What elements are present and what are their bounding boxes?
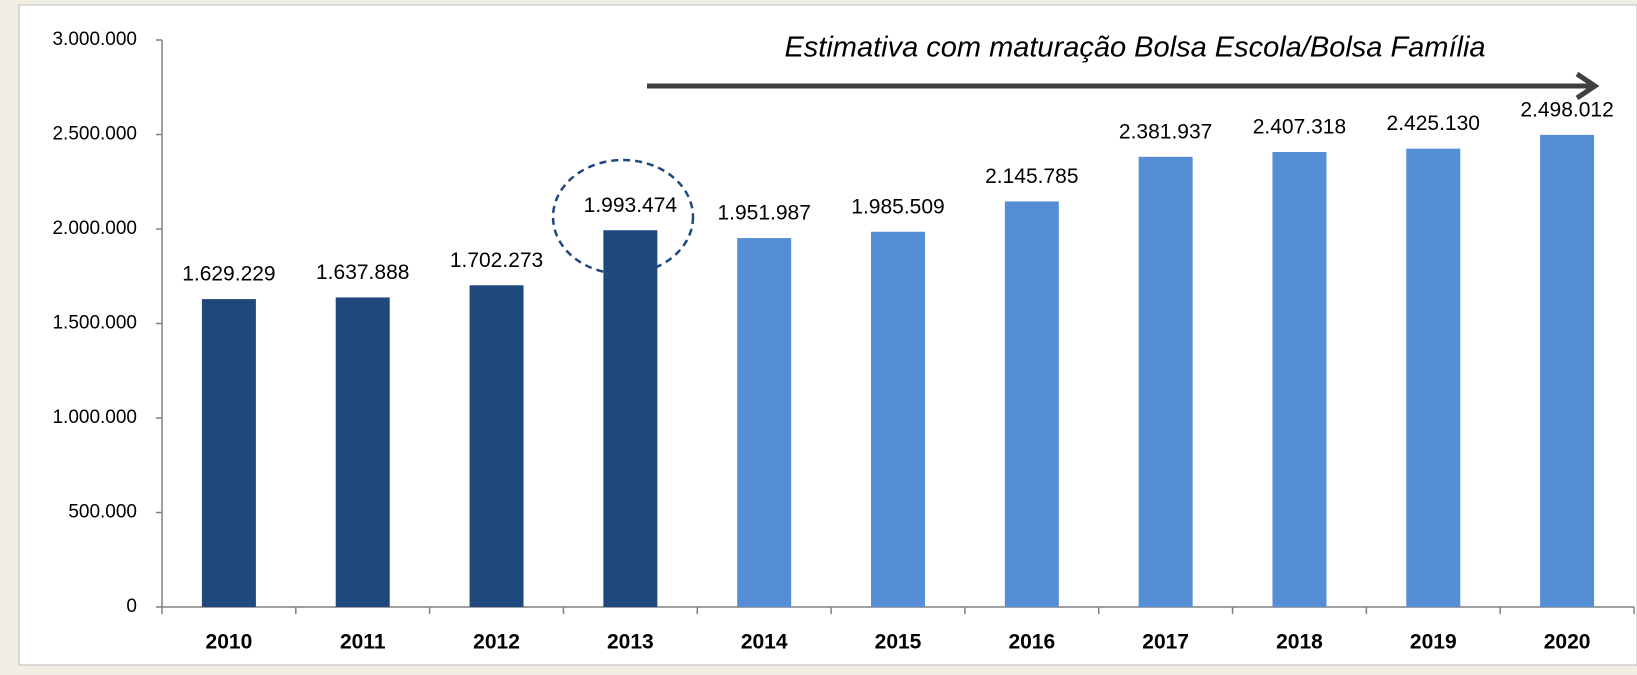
y-tick-label: 1.500.000: [52, 313, 137, 334]
value-label: 1.637.888: [316, 261, 409, 284]
y-tick-label: 0: [126, 596, 137, 617]
bar: [737, 238, 792, 607]
x-tick-label: 2013: [607, 631, 654, 654]
value-label: 1.629.229: [182, 263, 275, 286]
arrow-head: [1575, 71, 1600, 101]
value-label: 1.702.273: [450, 249, 543, 272]
bar: [1540, 134, 1595, 607]
bar: [1004, 201, 1059, 607]
x-tick-label: 2014: [741, 631, 788, 654]
y-tick-label: 2.000.000: [52, 218, 137, 239]
value-label: 1.993.474: [584, 194, 678, 217]
bar: [201, 299, 256, 607]
value-label: 2.381.937: [1119, 120, 1212, 143]
x-tick-label: 2019: [1410, 631, 1457, 654]
value-label: 2.498.012: [1520, 98, 1613, 121]
bar: [603, 230, 658, 608]
x-tick-label: 2017: [1142, 631, 1189, 654]
annotation: Estimativa com maturação Bolsa Escola/Bo…: [784, 32, 1485, 64]
bar: [335, 297, 390, 607]
y-tick-label: 1.000.000: [52, 407, 137, 428]
plot-panel: [18, 4, 1637, 666]
x-tick-label: 2010: [206, 631, 253, 654]
x-tick-label: 2015: [875, 631, 922, 654]
bar: [871, 231, 925, 607]
x-tick-label: 2018: [1276, 631, 1323, 654]
x-tick-label: 2016: [1008, 631, 1055, 654]
value-label: 1.985.509: [851, 195, 944, 218]
value-label: 2.407.318: [1253, 116, 1346, 139]
x-tick-label: 2011: [340, 631, 386, 654]
y-tick-label: 3.000.000: [52, 29, 137, 50]
x-tick-label: 2020: [1544, 631, 1591, 654]
x-tick-label: 2012: [473, 631, 520, 654]
bar: [1272, 152, 1327, 607]
value-label: 2.425.130: [1387, 112, 1480, 135]
bar: [1406, 148, 1461, 607]
y-tick-label: 2.500.000: [52, 124, 137, 145]
y-tick-label: 500.000: [68, 502, 137, 523]
bar: [469, 285, 524, 607]
bar: [1138, 156, 1193, 607]
value-label: 2.145.785: [985, 165, 1078, 188]
value-label: 1.951.987: [717, 202, 810, 225]
